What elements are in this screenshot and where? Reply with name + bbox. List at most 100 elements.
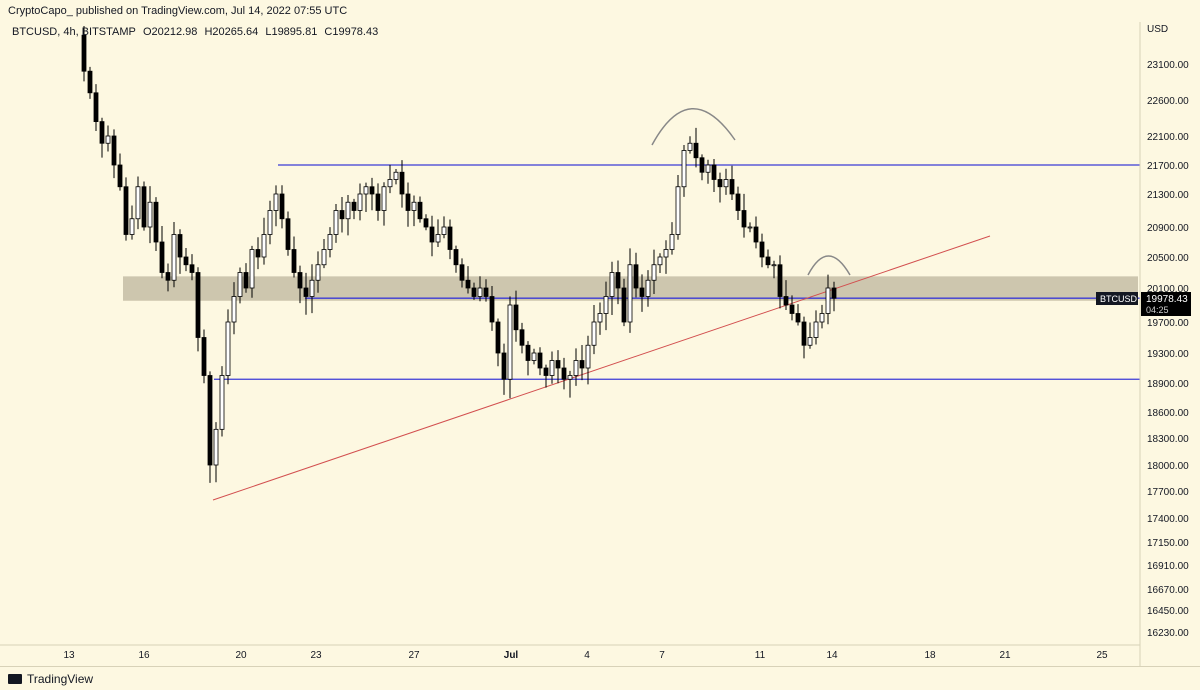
candle[interactable] (513, 290, 519, 342)
candle[interactable] (141, 181, 147, 231)
candle[interactable] (279, 185, 285, 229)
candle[interactable] (93, 84, 99, 132)
candle[interactable] (441, 216, 447, 239)
candle[interactable] (777, 255, 783, 309)
candle[interactable] (273, 185, 279, 227)
candle[interactable] (453, 245, 459, 273)
candle[interactable] (471, 282, 477, 300)
candle[interactable] (291, 236, 297, 278)
candle[interactable] (201, 329, 207, 384)
candle[interactable] (147, 186, 153, 244)
candle[interactable] (333, 204, 339, 243)
candle[interactable] (651, 249, 657, 294)
candle[interactable] (771, 260, 777, 279)
candle[interactable] (741, 193, 747, 238)
candle[interactable] (621, 278, 627, 327)
candle[interactable] (357, 183, 363, 221)
candle[interactable] (663, 240, 669, 274)
candle[interactable] (381, 182, 387, 226)
trendline[interactable] (212, 235, 991, 501)
candle[interactable] (363, 182, 369, 213)
candle[interactable] (231, 282, 237, 335)
candle[interactable] (447, 219, 453, 260)
candle[interactable] (435, 219, 441, 247)
candle[interactable] (315, 251, 321, 293)
candle[interactable] (735, 186, 741, 220)
candle[interactable] (417, 196, 423, 223)
candle[interactable] (567, 370, 573, 398)
candle[interactable] (255, 237, 261, 270)
candle[interactable] (387, 164, 393, 194)
candle[interactable] (489, 285, 495, 331)
candle[interactable] (825, 274, 831, 325)
candle[interactable] (369, 177, 375, 211)
candle[interactable] (669, 222, 675, 255)
candle[interactable] (237, 267, 243, 304)
candle[interactable] (465, 266, 471, 294)
candle[interactable] (657, 253, 663, 273)
candle[interactable] (411, 195, 417, 227)
candle[interactable] (327, 227, 333, 258)
candle[interactable] (819, 304, 825, 329)
candle[interactable] (627, 248, 633, 333)
candle[interactable] (309, 264, 315, 314)
candle[interactable] (537, 347, 543, 376)
candle[interactable] (555, 350, 561, 384)
candle[interactable] (375, 183, 381, 221)
candle[interactable] (645, 270, 651, 307)
candle[interactable] (267, 200, 273, 245)
candle[interactable] (747, 222, 753, 233)
candle[interactable] (399, 160, 405, 208)
candle[interactable] (87, 66, 93, 99)
candle[interactable] (117, 153, 123, 191)
candle[interactable] (687, 136, 693, 154)
small-top-arc[interactable] (807, 255, 851, 276)
candle[interactable] (633, 252, 639, 298)
candle[interactable] (477, 276, 483, 302)
candle[interactable] (519, 322, 525, 354)
candle[interactable] (81, 25, 87, 82)
candle[interactable] (177, 229, 183, 274)
candle[interactable] (207, 371, 213, 483)
candle[interactable] (129, 205, 135, 240)
candle[interactable] (219, 366, 225, 437)
candle[interactable] (525, 341, 531, 376)
candle[interactable] (675, 175, 681, 240)
candle[interactable] (321, 239, 327, 269)
candle[interactable] (561, 357, 567, 390)
candle[interactable] (705, 159, 711, 184)
candle[interactable] (345, 194, 351, 236)
candle[interactable] (339, 197, 345, 233)
candle[interactable] (639, 274, 645, 312)
candle[interactable] (249, 245, 255, 298)
candle[interactable] (483, 279, 489, 302)
candle[interactable] (807, 322, 813, 349)
candle[interactable] (423, 214, 429, 231)
candle[interactable] (531, 348, 537, 365)
candle[interactable] (507, 296, 513, 399)
candle[interactable] (615, 260, 621, 305)
candle[interactable] (195, 267, 201, 352)
symbol-info[interactable]: BTCUSD, 4h, BITSTAMP (12, 26, 136, 38)
candle[interactable] (285, 211, 291, 256)
candle[interactable] (609, 261, 615, 316)
candle[interactable] (783, 280, 789, 311)
candle[interactable] (183, 247, 189, 272)
candle[interactable] (159, 226, 165, 279)
candle[interactable] (591, 305, 597, 355)
candle[interactable] (711, 159, 717, 193)
candle[interactable] (303, 272, 309, 315)
candle[interactable] (243, 263, 249, 293)
candle[interactable] (213, 422, 219, 483)
candle[interactable] (165, 263, 171, 292)
candle[interactable] (573, 348, 579, 386)
head-top-arc[interactable] (651, 108, 736, 146)
candle[interactable] (597, 302, 603, 335)
candle[interactable] (459, 258, 465, 288)
candle[interactable] (549, 351, 555, 384)
candle[interactable] (429, 215, 435, 257)
candle[interactable] (261, 217, 267, 265)
candle[interactable] (729, 165, 735, 200)
candle[interactable] (789, 295, 795, 321)
candle[interactable] (351, 198, 357, 220)
